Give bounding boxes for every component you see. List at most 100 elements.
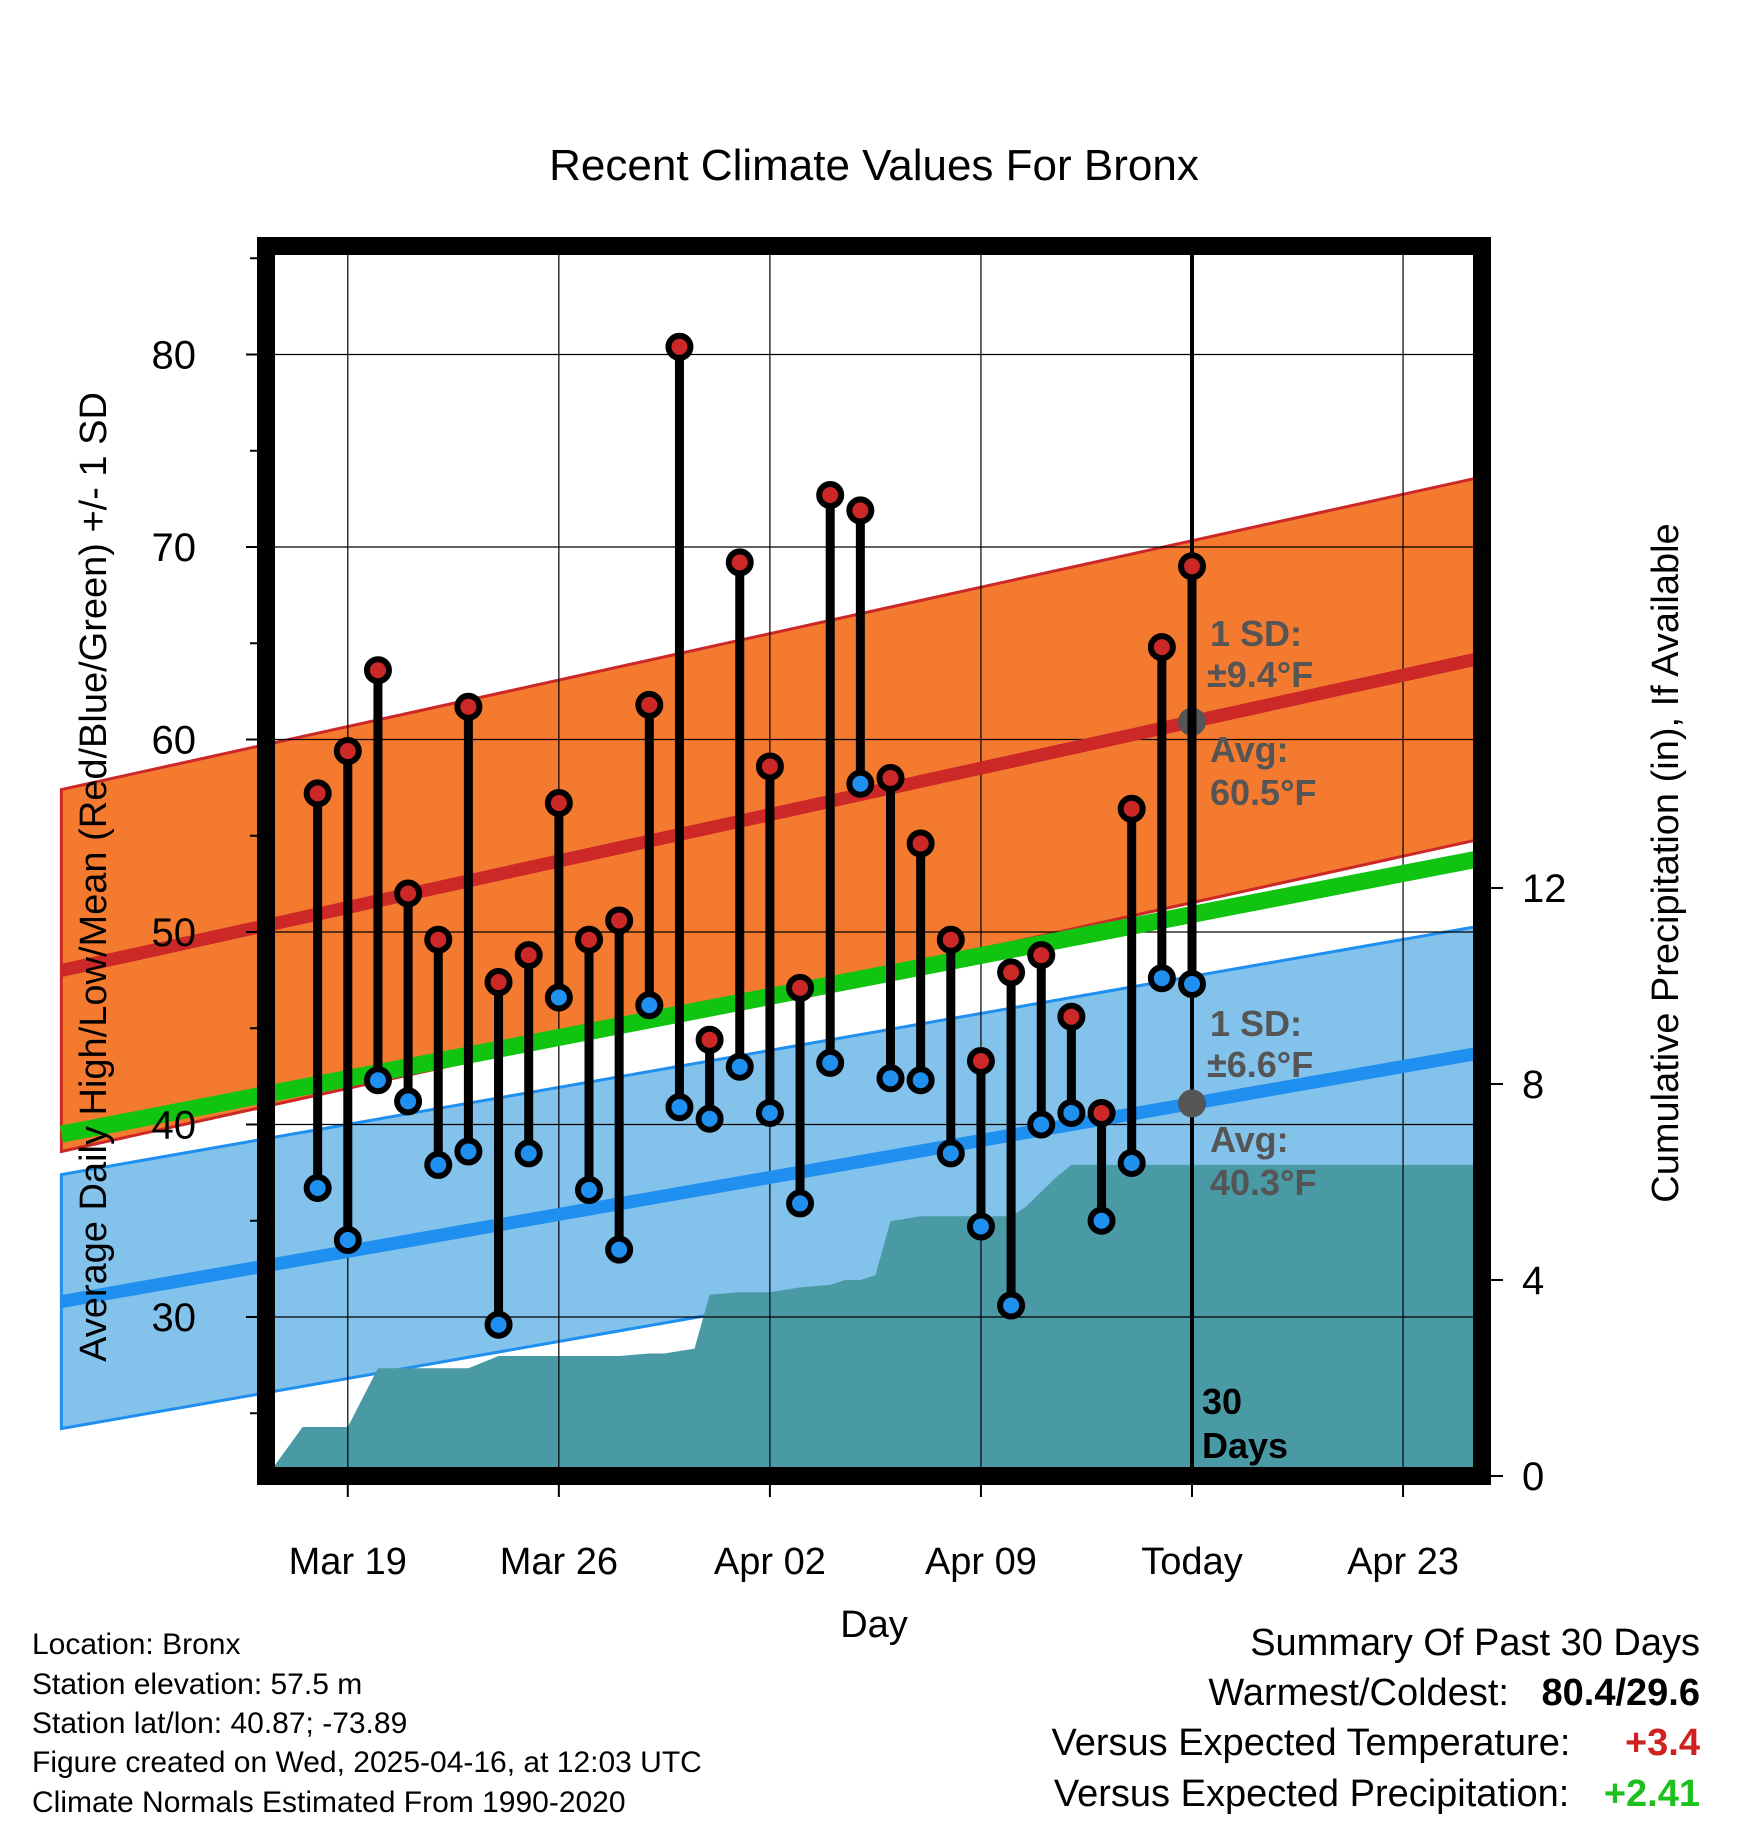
daily-low-point [575,1175,603,1204]
summary-precip: Versus Expected Precipitation: +2.41 [1054,1773,1700,1816]
daily-low-point [394,1087,423,1116]
daily-low-point [303,1174,332,1203]
daily-high-point [1087,1098,1116,1127]
temp-label: Versus Expected Temperature: [1051,1722,1571,1764]
cumulative-precipitation-area [272,1164,1479,1476]
daily-low-point [1147,964,1176,993]
days-count-label: 30 [1202,1381,1242,1422]
latlon-text: Station lat/lon: 40.87; -73.89 [32,1707,408,1740]
daily-low-point [786,1189,815,1218]
daily-high-point [394,879,423,908]
daily-low-point [876,1064,905,1093]
daily-high-point [665,332,694,361]
daily-high-point [936,925,965,954]
daily-high-point [695,1025,724,1054]
temp-value: +3.4 [1624,1722,1700,1764]
chart-title: Recent Climate Values For Bronx [549,141,1199,190]
y-axis-label-left: Average Daily High/Low/Mean (Red/Blue/Gr… [73,392,115,1362]
low-sd-value: ±6.6°F [1207,1044,1313,1085]
daily-high-point [816,481,845,510]
daily-marks-layer [303,332,1206,1339]
daily-high-point [303,779,332,808]
y-tick-label-left: 70 [152,526,197,570]
days-word-label: Days [1202,1425,1288,1466]
daily-high-point [544,789,573,818]
daily-high-point [605,906,634,935]
summary-temp: Versus Expected Temperature: +3.4 [1051,1722,1700,1765]
daily-high-point [424,925,453,954]
y-tick-label-right: 8 [1522,1063,1544,1107]
warm-cold-label: Warmest/Coldest: [1208,1672,1509,1714]
daily-high-point [1027,941,1056,970]
y-tick-label-right: 4 [1522,1259,1544,1303]
daily-low-point [906,1066,935,1095]
x-tick-label: Mar 26 [500,1541,618,1583]
x-tick-label: Today [1141,1541,1242,1583]
daily-low-point [997,1291,1026,1320]
daily-high-point [725,548,754,577]
summary-warm-cold: Warmest/Coldest: 80.4/29.6 [1208,1672,1700,1715]
y-tick-label-left: 80 [152,334,197,378]
annotations: 1 SD: ±9.4°F Avg: 60.5°F 1 SD: ±6.6°F Av… [1207,613,1316,1203]
daily-high-point [876,764,905,792]
y-axis-label-right: Cumulative Precipitation (in), If Availa… [1645,523,1687,1202]
daily-low-point [1117,1149,1146,1177]
daily-low-point [695,1104,724,1133]
daily-low-point [1087,1206,1116,1235]
y-tick-label-left: 40 [152,1104,197,1148]
daily-high-point [846,496,875,525]
y-tick-label-left: 50 [152,911,197,955]
low-avg-value: 40.3°F [1210,1162,1316,1203]
daily-high-point [454,692,483,721]
daily-low-point [1178,969,1206,998]
normal-low-line [60,1046,1480,1309]
daily-low-point [484,1310,513,1339]
daily-low-point [514,1139,543,1168]
high-avg-annotation: Avg: [1210,729,1289,770]
daily-high-point [575,925,603,954]
y-tick-label-left: 30 [152,1296,197,1340]
plot-frame [257,237,1491,1485]
daily-high-point [1117,794,1146,823]
elevation-text: Station elevation: 57.5 m [32,1668,363,1701]
high-sd-value: ±9.4°F [1207,654,1313,695]
today-avg-low-marker [1178,1089,1206,1118]
x-tick-label: Apr 09 [925,1541,1037,1583]
daily-high-point [333,737,362,766]
x-tick-label: Apr 02 [714,1541,826,1583]
daily-low-point [544,983,573,1012]
daily-high-point [363,656,392,685]
daily-low-point [333,1226,362,1254]
x-tick-label: Apr 23 [1347,1541,1459,1583]
daily-low-point [755,1098,784,1127]
daily-high-point [906,829,935,858]
daily-high-point [786,973,815,1002]
daily-high-point [635,690,664,719]
daily-low-point [635,991,664,1020]
daily-low-point [1027,1110,1056,1139]
daily-high-point [1057,1002,1086,1031]
daily-low-point [665,1093,694,1122]
low-avg-annotation: Avg: [1210,1119,1289,1160]
daily-low-point [454,1137,483,1166]
x-axis-label: Day [840,1604,908,1646]
daily-high-point [755,752,784,781]
warm-cold-value: 80.4/29.6 [1541,1672,1700,1714]
normals-text: Climate Normals Estimated From 1990-2020 [32,1786,626,1819]
daily-high-point [1178,552,1206,581]
daily-high-point [1147,633,1176,662]
axis-ticks-layer: 30 40 50 60 70 80 0 4 8 12 Mar 19 Mar 26 Apr 02 Apr 0… [152,257,1567,1583]
frame-layer [257,237,1491,1485]
daily-low-point [605,1235,634,1264]
low-sd-annotation: 1 SD: [1210,1003,1302,1044]
daily-low-point [966,1212,995,1241]
daily-low-point [1057,1098,1086,1127]
location-text: Location: Bronx [32,1628,241,1661]
daily-high-point [997,958,1026,987]
y-tick-label-left: 60 [152,719,197,763]
high-avg-value: 60.5°F [1210,772,1316,813]
precip-value: +2.41 [1603,1773,1700,1815]
created-text: Figure created on Wed, 2025-04-16, at 12… [32,1746,702,1779]
x-tick-label: Mar 19 [289,1541,407,1583]
daily-low-point [816,1048,845,1077]
